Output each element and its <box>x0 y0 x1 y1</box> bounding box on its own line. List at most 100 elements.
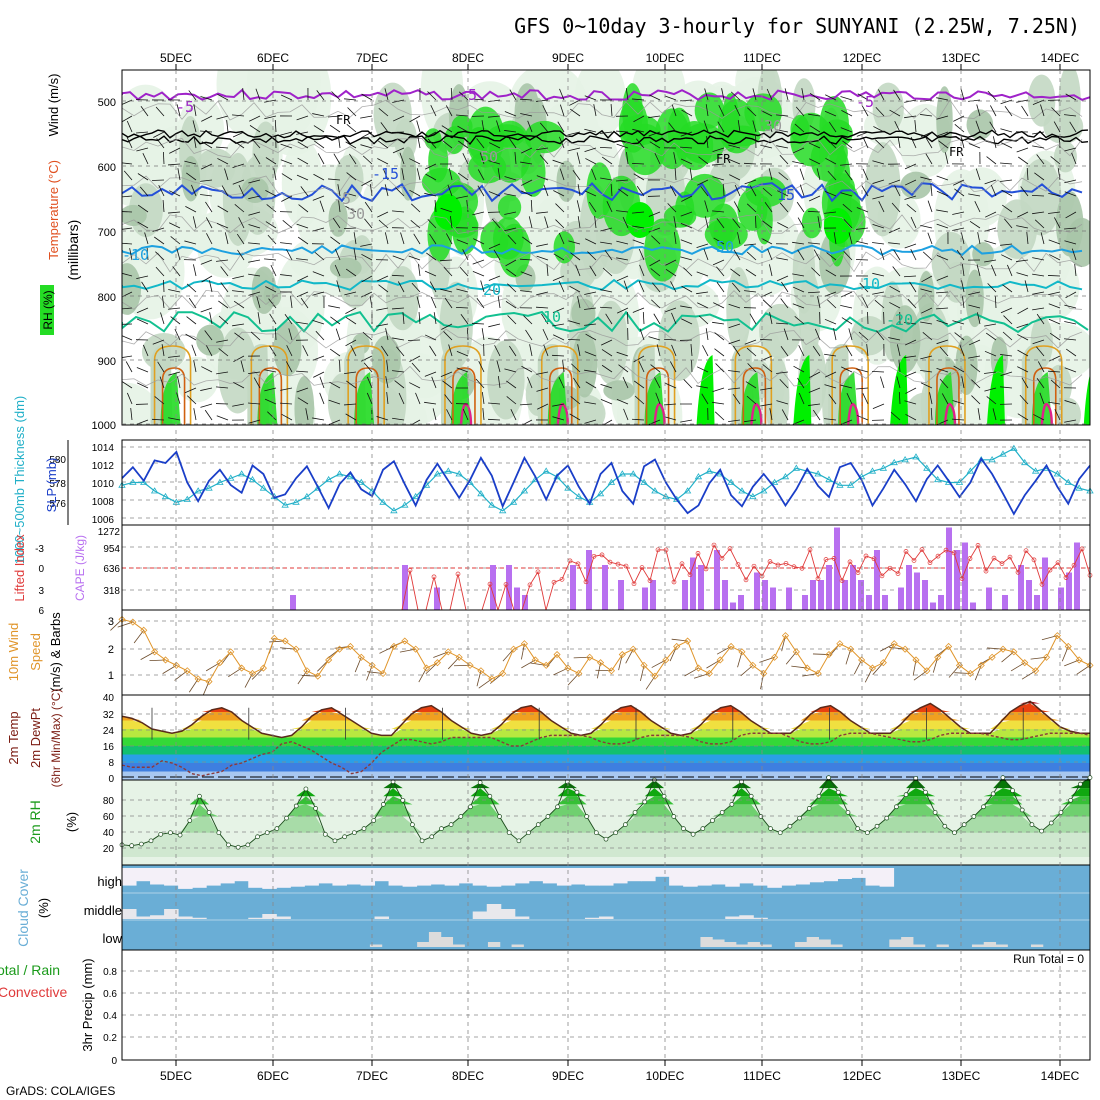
wind-barb <box>1047 275 1061 277</box>
rh-marker <box>884 815 890 821</box>
wind-barb <box>755 215 757 229</box>
surface-wind-barb <box>205 662 221 672</box>
day-label-bottom: 14DEC <box>1041 1069 1080 1083</box>
rh-saturated <box>434 194 462 230</box>
cloud-high-bar <box>879 868 895 887</box>
wind-barb <box>749 185 757 197</box>
wind-barb <box>248 273 261 277</box>
wind-barb <box>353 248 357 261</box>
axis-title: Cloud Cover <box>15 869 31 947</box>
wind-barb <box>462 408 469 421</box>
wind-barb <box>616 351 629 357</box>
thickness-marker <box>912 453 920 460</box>
wind-speed-marker <box>444 648 452 656</box>
cloud-low-bar <box>428 932 442 947</box>
wind-barb <box>894 121 901 133</box>
wind-barb <box>638 280 645 293</box>
wind-barb <box>402 312 405 325</box>
wind-barb <box>333 153 341 165</box>
thickness-marker <box>727 478 735 485</box>
rh-green <box>745 176 787 208</box>
wind-barb <box>1036 377 1045 389</box>
cell-green <box>354 372 375 425</box>
wind-barb <box>984 259 997 263</box>
wind-barb <box>712 321 725 325</box>
wind-barb <box>812 409 821 421</box>
wind-barb <box>221 185 229 197</box>
wind-barb <box>364 218 373 229</box>
wind-barb <box>157 361 165 373</box>
wind-barb <box>920 224 933 229</box>
cell-green <box>450 372 471 425</box>
wind-barb <box>671 312 677 325</box>
cloud-middle-bar <box>150 915 165 919</box>
wind-barb <box>143 344 149 357</box>
cell-bright <box>890 355 909 425</box>
cloud-high-bar <box>584 868 600 886</box>
wind-barb <box>905 413 917 421</box>
wind-barb <box>126 136 133 149</box>
cloud-middle-bar <box>276 916 291 919</box>
wind-barb <box>344 192 357 197</box>
wind-barb <box>636 185 645 197</box>
rh-marker <box>903 792 909 797</box>
slp-line <box>121 450 1091 516</box>
wind-barb <box>903 275 917 278</box>
rh-marker <box>187 818 193 823</box>
wind-barb <box>746 251 757 261</box>
wind-barb <box>779 154 789 165</box>
wind-barb <box>568 320 581 325</box>
wind-barb <box>184 387 197 394</box>
wind-barb <box>369 184 373 197</box>
cloud-middle-bar <box>164 909 179 919</box>
wind-speed-marker <box>412 645 420 653</box>
wind-barb <box>201 141 213 149</box>
wind-barb <box>398 392 405 405</box>
wind-barb <box>377 211 389 218</box>
surface-wind-barb <box>162 665 177 674</box>
cloud-low-bar <box>369 944 383 947</box>
wind-barb <box>345 205 357 213</box>
rh-marker <box>226 842 231 848</box>
wind-barb <box>364 201 373 213</box>
wind-barb <box>296 131 309 135</box>
rh-shade <box>965 269 984 328</box>
surface-wind-barb <box>706 659 721 669</box>
wind-barb <box>507 234 517 245</box>
thickness-marker <box>564 484 572 491</box>
wind-barb <box>792 147 805 154</box>
wind-barb <box>1034 172 1045 181</box>
wind-speed-marker <box>749 661 757 669</box>
wind-barb <box>200 130 213 133</box>
wind-speed-marker <box>314 672 322 680</box>
li-marker <box>615 561 621 567</box>
cloud-low-bar <box>735 944 749 947</box>
wind-barb <box>826 252 837 261</box>
wind-barb <box>670 281 677 293</box>
cape-bar <box>618 580 624 610</box>
wind-barb <box>188 297 197 309</box>
rh-marker <box>371 818 377 823</box>
li-marker <box>1007 554 1013 560</box>
cloud-high-bar <box>556 868 572 886</box>
li-marker <box>999 561 1005 566</box>
wind-barb <box>618 364 629 373</box>
wind-barb <box>807 210 821 213</box>
wind-barb <box>496 120 501 133</box>
wind-barb <box>386 360 389 373</box>
cell-green <box>257 372 278 425</box>
cloud-middle-bar <box>122 909 137 919</box>
wind-speed-marker <box>248 669 257 678</box>
wind-barb <box>330 236 341 245</box>
wind-barb <box>602 267 613 277</box>
temp-contour-30 <box>1032 367 1057 425</box>
wind-barb <box>824 110 837 117</box>
cape-bar <box>850 565 856 610</box>
wind-barb <box>392 307 405 310</box>
wind-barb <box>1019 394 1029 405</box>
wind-barb <box>632 307 645 313</box>
thickness-marker <box>879 464 888 471</box>
wind-barb <box>920 176 933 181</box>
wind-barb <box>472 259 485 265</box>
wind-barb <box>186 172 197 181</box>
